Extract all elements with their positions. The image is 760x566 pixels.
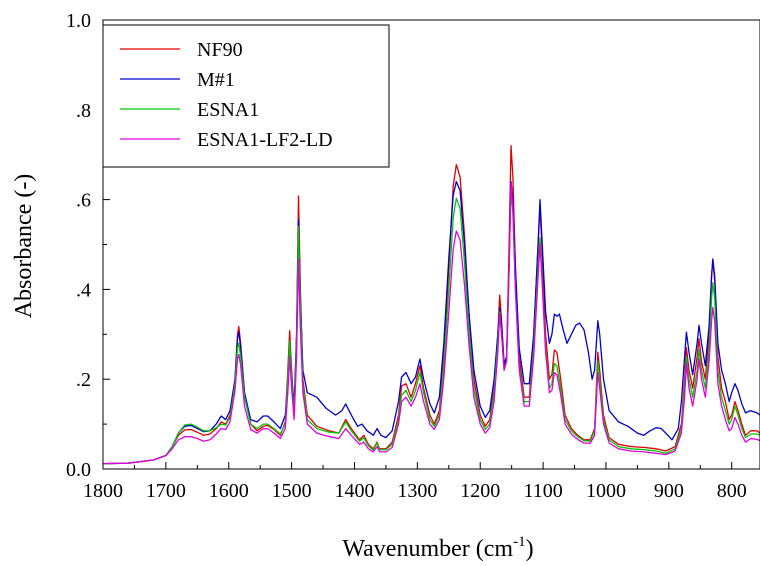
y-tick-label: .4 — [76, 279, 91, 301]
x-axis-title-close: ) — [526, 536, 534, 562]
y-tick-label: 0.0 — [66, 459, 91, 481]
x-tick-label: 1800 — [83, 480, 123, 502]
y-tick-label: .6 — [76, 190, 91, 212]
legend: NF90 M#1 ESNA1 ESNA1-LF2-LD — [102, 24, 390, 168]
x-axis-title-superscript: -1 — [513, 534, 526, 550]
series-line-3 — [103, 182, 760, 465]
series-line-2 — [103, 187, 760, 465]
series-line-0 — [103, 145, 760, 465]
y-tick-label: .2 — [76, 369, 91, 391]
series-layer — [103, 145, 760, 465]
legend-label-3: ESNA1-LF2-LD — [197, 129, 333, 151]
x-axis-title: Wavenumber (cm-1) — [342, 534, 533, 562]
y-axis-title: Absorbance (-) — [11, 174, 37, 319]
x-tick-label: 1000 — [586, 480, 626, 502]
x-axis-title-main: Wavenumber (cm — [342, 536, 513, 562]
x-tick-label: 1500 — [272, 480, 312, 502]
y-tick-label: 1.0 — [66, 10, 91, 32]
x-tick-label: 1200 — [460, 480, 500, 502]
x-tick-label: 1400 — [334, 480, 374, 502]
legend-label-0: NF90 — [197, 39, 243, 61]
y-tick-label: .8 — [76, 100, 91, 122]
legend-label-1: M#1 — [197, 69, 235, 91]
x-tick-label: 1600 — [209, 480, 249, 502]
legend-label-2: ESNA1 — [197, 99, 259, 121]
axes: 1800 1700 1600 1500 1400 1300 1200 1100 1000 900 8… — [66, 10, 760, 502]
x-tick-label: 900 — [654, 480, 684, 502]
series-line-1 — [103, 180, 760, 465]
x-tick-label: 800 — [717, 480, 747, 502]
x-tick-label: 1300 — [397, 480, 437, 502]
x-tick-label: 1100 — [523, 480, 562, 502]
x-tick-label: 1700 — [146, 480, 186, 502]
